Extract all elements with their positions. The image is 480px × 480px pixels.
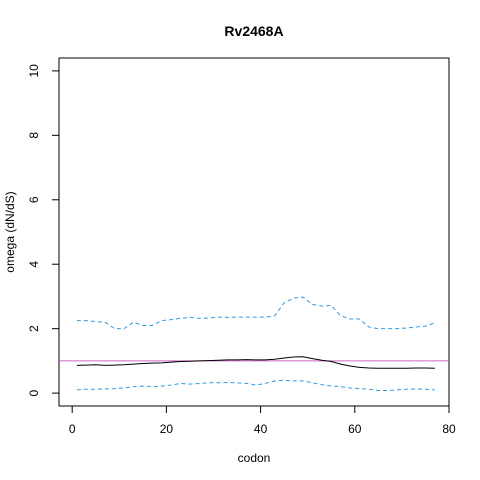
y-axis: 0 2 4 6 8 10 <box>27 64 59 396</box>
y-tick-label: 10 <box>27 64 41 78</box>
series-lower-line <box>76 379 435 392</box>
y-tick-label: 2 <box>27 325 41 332</box>
y-tick-label: 6 <box>27 196 41 203</box>
chart-title: Rv2468A <box>224 23 283 39</box>
x-axis-label: codon <box>238 451 271 465</box>
x-tick-label: 60 <box>348 422 362 436</box>
x-axis: 0 20 40 60 80 <box>69 406 456 436</box>
x-tick-label: 80 <box>442 422 456 436</box>
y-tick-label: 4 <box>27 261 41 268</box>
y-tick-label: 8 <box>27 132 41 139</box>
x-tick-label: 0 <box>69 422 76 436</box>
x-tick-label: 40 <box>254 422 268 436</box>
y-tick-label: 0 <box>27 389 41 396</box>
series-estimate-line <box>76 356 435 369</box>
y-axis-label: omega (dN/dS) <box>3 191 17 272</box>
series-upper-line <box>76 296 436 330</box>
plot-frame <box>58 57 450 407</box>
series-layer <box>59 296 449 392</box>
x-tick-label: 20 <box>160 422 174 436</box>
